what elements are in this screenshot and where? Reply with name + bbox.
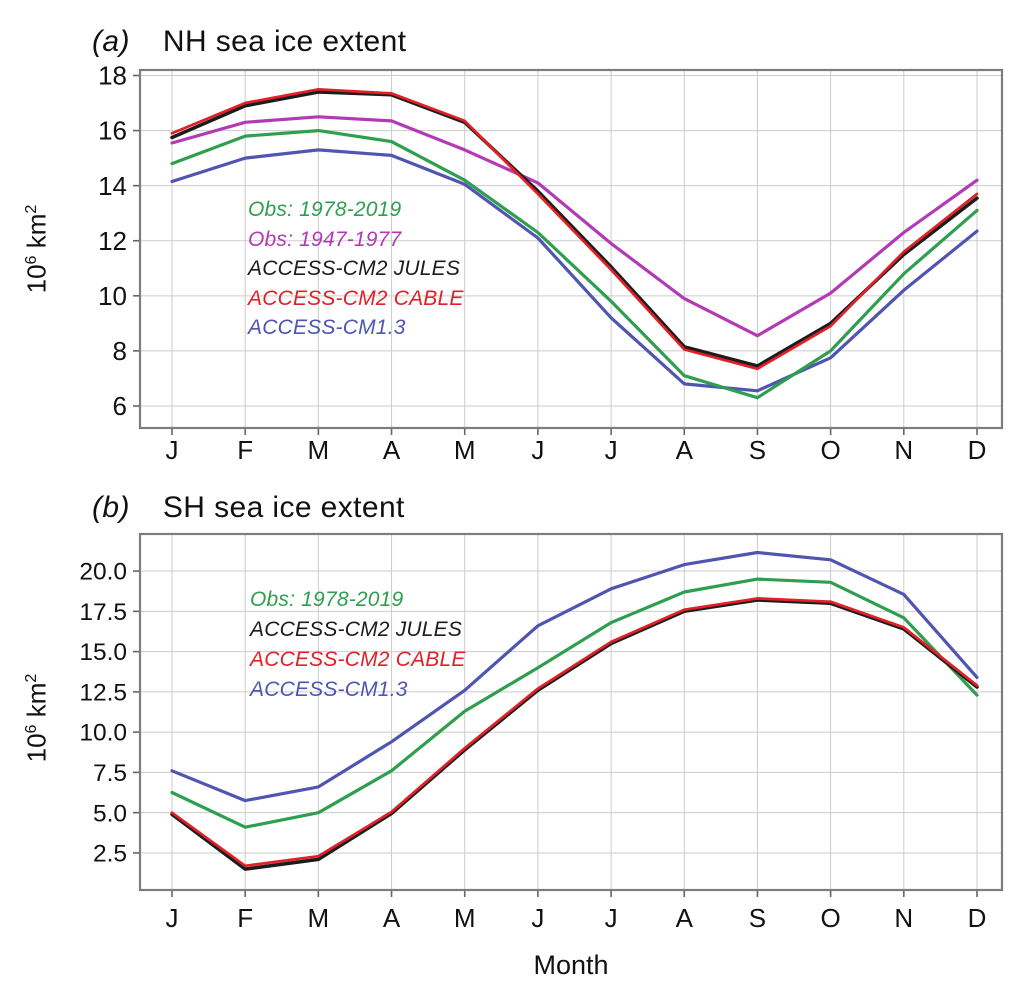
y-tick-label: 6 bbox=[113, 391, 127, 421]
x-tick-label: S bbox=[749, 435, 766, 465]
y-axis-title-exponent: 6 bbox=[22, 724, 40, 734]
x-tick-label: F bbox=[237, 903, 253, 933]
x-tick-label: A bbox=[676, 903, 694, 933]
y-tick-label: 16 bbox=[98, 116, 127, 146]
y-axis-title-base: 10 bbox=[21, 264, 52, 294]
y-axis-title-unit: km bbox=[21, 682, 52, 725]
series-lines bbox=[170, 550, 979, 871]
legend-panel-a: Obs: 1978-2019 Obs: 1947-1977 ACCESS-CM2 J… bbox=[248, 195, 464, 343]
x-tick-label: M bbox=[454, 903, 476, 933]
y-tick-label: 15.0 bbox=[79, 639, 127, 666]
y-tick-label: 17.5 bbox=[79, 599, 127, 626]
series-line bbox=[170, 550, 979, 803]
x-axis-title: Month bbox=[533, 950, 609, 980]
y-tick-label: 12 bbox=[98, 226, 127, 256]
y-tick-label: 7.5 bbox=[93, 760, 127, 787]
x-tick-label: M bbox=[308, 435, 330, 465]
legend-panel-b: Obs: 1978-2019 ACCESS-CM2 JULES ACCESS-CM2… bbox=[250, 585, 466, 705]
series-line bbox=[170, 577, 979, 829]
y-axis-title-exponent: 6 bbox=[22, 255, 40, 265]
y-tick-label: 12.5 bbox=[79, 679, 127, 706]
panel-b-header: (b) SH sea ice extent bbox=[92, 491, 405, 525]
x-tick-label: M bbox=[308, 903, 330, 933]
legend-item: Obs: 1947-1977 bbox=[248, 227, 402, 251]
series-lines bbox=[170, 87, 979, 400]
y-axis-title-base: 10 bbox=[21, 733, 52, 763]
legend-item: ACCESS-CM2 CABLE bbox=[248, 286, 464, 310]
x-tick-label: J bbox=[531, 903, 544, 933]
x-tick-label: F bbox=[237, 435, 253, 465]
gridlines bbox=[140, 70, 1002, 428]
y-tick-label: 10 bbox=[98, 281, 127, 311]
axis-frame bbox=[138, 68, 1004, 430]
y-axis-title-unit: km bbox=[21, 213, 52, 256]
x-tick-label: D bbox=[968, 903, 987, 933]
y-tick-label: 18 bbox=[98, 61, 127, 91]
y-tick-label: 2.5 bbox=[93, 841, 127, 868]
legend-item: Obs: 1978-2019 bbox=[250, 588, 404, 611]
x-tick-label: S bbox=[749, 903, 766, 933]
panel-b: 2.5 5.0 7.5 10.0 12.5 15.0 17.5 20.0 J F M A M J J A S O N… bbox=[79, 532, 1004, 933]
y-axis-title-unit-exponent: 2 bbox=[22, 673, 40, 683]
x-tick-label: O bbox=[821, 435, 841, 465]
y-axis-title-unit-exponent: 2 bbox=[22, 204, 40, 214]
x-tick-label: A bbox=[676, 435, 694, 465]
y-tick-label: 8 bbox=[113, 336, 127, 366]
legend-item: ACCESS-CM1.3 bbox=[248, 316, 406, 339]
x-tick-label: J bbox=[531, 435, 544, 465]
y-axis-title-panel-b: 106 km2 bbox=[15, 618, 52, 818]
y-tick-label: 5.0 bbox=[93, 800, 127, 827]
legend-item: ACCESS-CM2 JULES bbox=[248, 257, 461, 280]
x-tick-label: J bbox=[166, 435, 179, 465]
x-tick-label: D bbox=[968, 435, 987, 465]
y-axis-title-panel-a: 106 km2 bbox=[15, 149, 52, 349]
legend-item: Obs: 1978-2019 bbox=[248, 198, 402, 221]
legend-item: ACCESS-CM2 CABLE bbox=[250, 648, 466, 671]
panel-b-title: SH sea ice extent bbox=[162, 491, 405, 524]
series-line bbox=[170, 148, 979, 393]
x-tick-label: A bbox=[383, 903, 401, 933]
axis-frame bbox=[138, 532, 1004, 892]
y-tick-label: 14 bbox=[98, 171, 127, 201]
x-tick-label: A bbox=[383, 435, 401, 465]
panel-a: 6 8 10 12 14 16 18 J F M A M J J A S O N D bbox=[98, 61, 1004, 465]
legend-item: ACCESS-CM1.3 bbox=[250, 678, 408, 701]
x-tick-label: M bbox=[454, 435, 476, 465]
x-tick-label: N bbox=[894, 903, 913, 933]
series-line bbox=[170, 129, 979, 400]
y-tick-label: 10.0 bbox=[79, 720, 127, 747]
gridlines bbox=[140, 534, 1002, 890]
legend-item: ACCESS-CM2 JULES bbox=[250, 618, 463, 641]
panel-a-label: (a) bbox=[92, 25, 130, 58]
series-line bbox=[170, 598, 979, 871]
series-line bbox=[170, 597, 979, 868]
x-tick-label: J bbox=[605, 903, 618, 933]
panel-b-label: (b) bbox=[92, 491, 130, 524]
series-line bbox=[170, 115, 979, 338]
x-tick-label: J bbox=[166, 903, 179, 933]
panel-a-title: NH sea ice extent bbox=[162, 25, 407, 58]
x-tick-label: O bbox=[821, 903, 841, 933]
y-tick-label: 20.0 bbox=[79, 559, 127, 586]
x-tick-label: J bbox=[605, 435, 618, 465]
panel-a-header: (a) NH sea ice extent bbox=[92, 25, 406, 59]
series-line bbox=[170, 87, 979, 371]
x-tick-label: N bbox=[894, 435, 913, 465]
